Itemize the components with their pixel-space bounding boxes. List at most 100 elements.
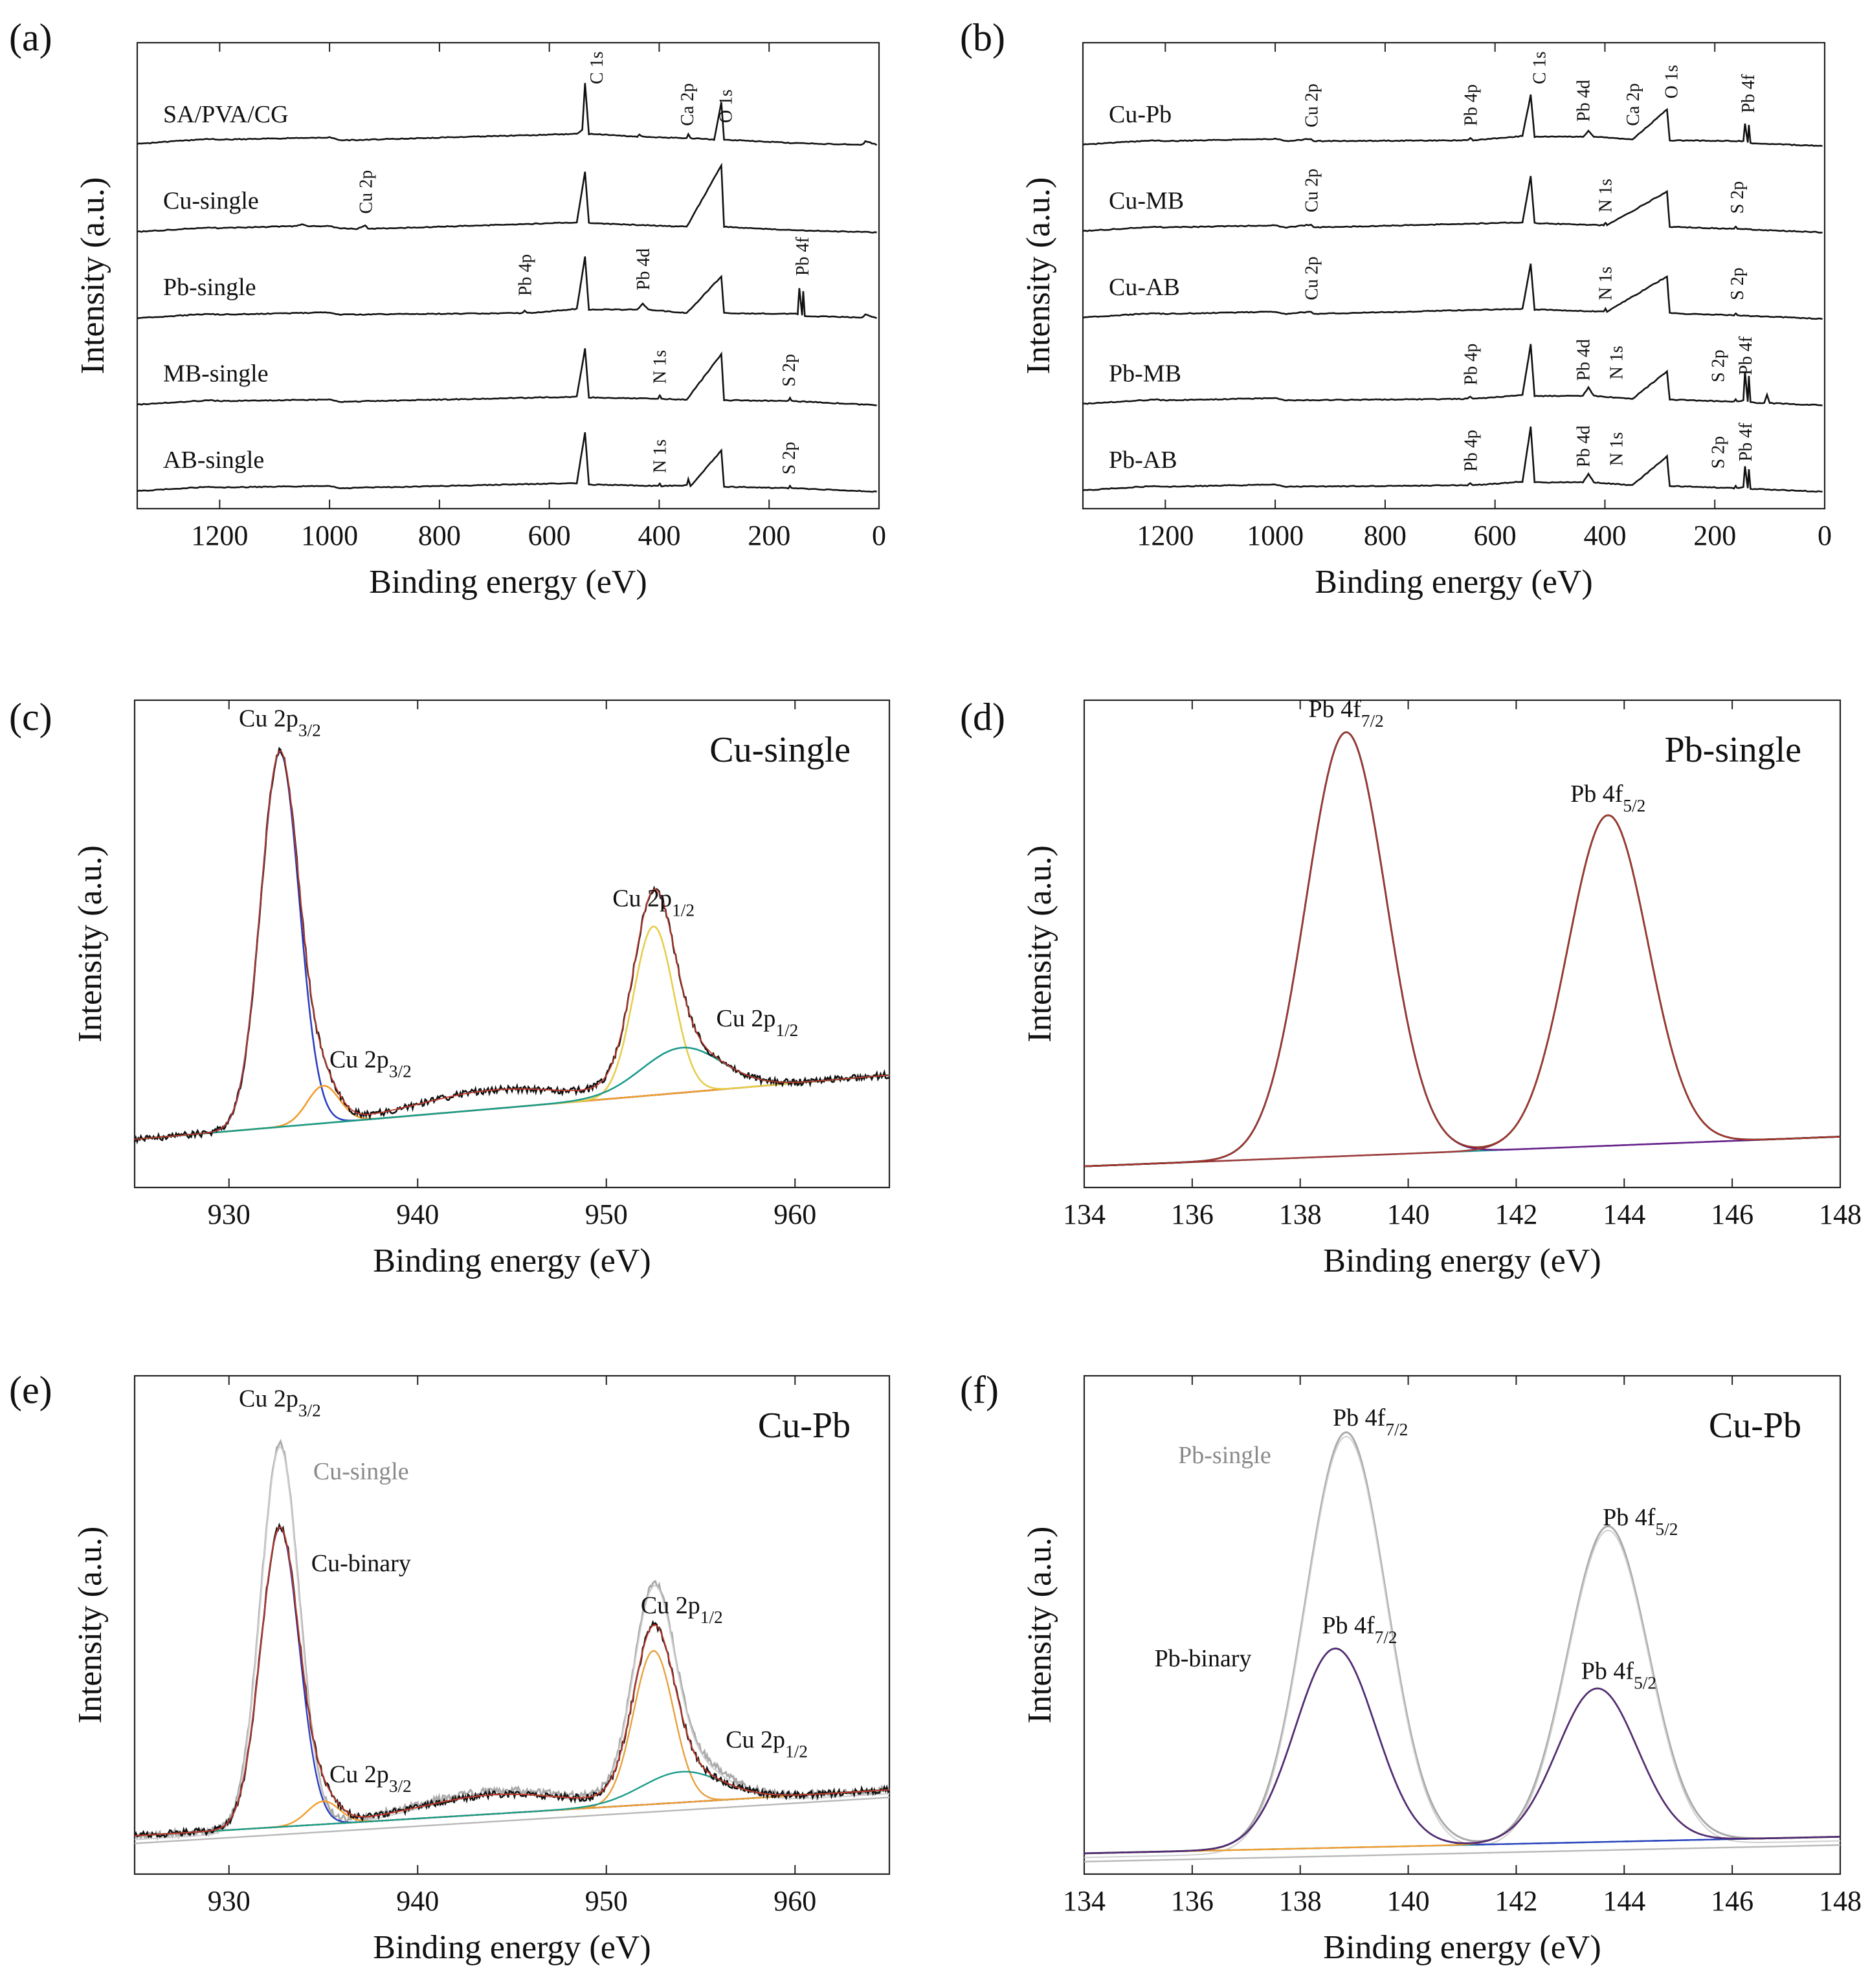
- peak-annotation: Cu-binary: [311, 1550, 411, 1577]
- peak-annotation: Cu 2p1/2: [717, 1005, 799, 1040]
- binary-component-line: [1084, 1687, 1841, 1855]
- peak-label: N 1s: [650, 350, 670, 384]
- peak-annotation: Pb 4f7/2: [1322, 1612, 1397, 1647]
- x-tick-label: 950: [585, 1198, 628, 1230]
- peak-label: N 1s: [1596, 267, 1616, 300]
- peak-label: Ca 2p: [1623, 83, 1643, 126]
- plot-frame: [133, 1375, 891, 1875]
- binary-data-line: [1084, 1648, 1841, 1855]
- panel-label: (c): [9, 696, 52, 738]
- series-label: SA/PVA/CG: [163, 101, 289, 128]
- series-label: Pb-single: [163, 274, 256, 301]
- x-tick-label: 138: [1279, 1198, 1322, 1230]
- fit-envelope-line: [134, 750, 890, 1140]
- x-tick-label: 940: [396, 1198, 439, 1230]
- panel-title: Cu-Pb: [1709, 1406, 1801, 1446]
- panel-4: 930 940 950 960 Binding energy (eV) Intensity…: [9, 1369, 891, 1966]
- reference-baseline-line: [134, 1796, 890, 1844]
- peak-annotation: Cu 2p3/2: [239, 1385, 321, 1420]
- y-axis-label: Intensity (a.u.): [72, 845, 109, 1043]
- peak-label: S 2p: [1728, 267, 1748, 300]
- x-tick-label: 930: [208, 1198, 250, 1230]
- x-tick-label: 960: [774, 1198, 816, 1230]
- series-label: Cu-MB: [1109, 187, 1184, 214]
- peak-label: N 1s: [1607, 432, 1627, 466]
- peak-annotation: Cu-single: [313, 1458, 409, 1485]
- series-label: Cu-AB: [1109, 274, 1180, 301]
- y-axis-label: Intensity (a.u.): [72, 1527, 109, 1724]
- peak-label: Cu 2p: [1302, 168, 1322, 212]
- peak-annotation: Pb-single: [1178, 1442, 1271, 1469]
- peak-label: Pb 4d: [1574, 80, 1594, 122]
- peak-label: Cu 2p: [1302, 83, 1322, 127]
- panel-title: Pb-single: [1664, 730, 1801, 770]
- x-tick-label: 138: [1279, 1885, 1322, 1917]
- peak-label: Pb 4d: [1574, 339, 1594, 381]
- panel-title: Cu-single: [709, 730, 851, 770]
- peak-annotation: Pb 4f5/2: [1570, 780, 1645, 815]
- peak-label: Ca 2p: [678, 83, 698, 126]
- series-label: Cu-Pb: [1109, 101, 1172, 128]
- plot-frame: [1083, 699, 1842, 1189]
- series-label: Pb-MB: [1109, 360, 1181, 387]
- peak-annotation: Cu 2p1/2: [726, 1727, 808, 1762]
- binary-component-line: [1084, 1648, 1840, 1855]
- plot-frame: [133, 699, 891, 1189]
- component-line: [134, 1046, 890, 1140]
- panel-label: (e): [9, 1369, 52, 1411]
- x-axis-label: Binding energy (eV): [1323, 1929, 1601, 1966]
- raw-data-line: [133, 747, 890, 1145]
- panel-label: (d): [960, 696, 1005, 738]
- peak-label: Pb 4f: [1739, 74, 1759, 113]
- reference-fit-line: [134, 1446, 890, 1840]
- binary-fit-line: [134, 1526, 890, 1837]
- x-tick-label: 136: [1171, 1885, 1214, 1917]
- x-tick-label: 134: [1063, 1885, 1106, 1917]
- x-tick-label: 930: [208, 1885, 250, 1917]
- reference-baseline-line: [1084, 1844, 1840, 1862]
- plot-frame: [136, 41, 880, 510]
- reference-line: [1084, 1431, 1841, 1855]
- peak-label: Cu 2p: [356, 170, 376, 214]
- series-label: Pb-AB: [1109, 447, 1177, 474]
- peak-annotation: Pb 4f7/2: [1333, 1404, 1408, 1439]
- peak-annotation: Cu 2p1/2: [612, 885, 695, 920]
- x-tick-label: 142: [1495, 1198, 1537, 1230]
- x-axis-label: Binding energy (eV): [373, 1929, 651, 1966]
- panel-0: 1200 1000 800 600 400 200 0 Binding energy (eV)…: [9, 16, 886, 601]
- x-tick-label: 1000: [301, 520, 358, 551]
- peak-annotation: Pb 4f7/2: [1308, 696, 1383, 731]
- x-tick-label: 400: [638, 520, 680, 551]
- survey-line: [1082, 175, 1823, 234]
- peak-label: S 2p: [1708, 349, 1728, 382]
- series-label: AB-single: [163, 447, 264, 474]
- peak-label: S 2p: [1708, 436, 1728, 469]
- x-tick-label: 1000: [1247, 520, 1304, 551]
- y-axis-label: Intensity (a.u.): [1021, 1527, 1058, 1724]
- series-label: MB-single: [163, 360, 269, 387]
- survey-line: [1082, 344, 1823, 406]
- panel-1: 1200 1000 800 600 400 200 0 Binding energy (eV)…: [960, 16, 1832, 601]
- plot-frame: [1082, 41, 1826, 510]
- x-tick-label: 0: [872, 520, 886, 551]
- x-tick-label: 134: [1063, 1198, 1106, 1230]
- y-axis-label: Intensity (a.u.): [74, 177, 111, 375]
- survey-line: [137, 83, 878, 146]
- survey-line: [137, 348, 877, 406]
- x-axis-label: Binding energy (eV): [369, 564, 647, 601]
- x-tick-label: 1200: [191, 520, 248, 551]
- panel-2: 930 940 950 960 Binding energy (eV) Intensity…: [9, 696, 891, 1279]
- binary-fit-line: [1084, 1648, 1841, 1854]
- x-tick-label: 146: [1711, 1885, 1753, 1917]
- peak-label: Pb 4p: [515, 254, 535, 296]
- component-line: [1084, 814, 1841, 1167]
- peak-label: Pb 4f: [793, 237, 813, 276]
- peak-label: Cu 2p: [1302, 256, 1322, 300]
- survey-line: [1082, 426, 1823, 493]
- peak-label: Pb 4p: [1461, 430, 1481, 472]
- peak-annotation: Cu 2p3/2: [239, 705, 321, 740]
- plot-frame: [1083, 1375, 1842, 1875]
- reference-line: [133, 1439, 891, 1842]
- peak-annotation: Pb 4f5/2: [1603, 1504, 1678, 1539]
